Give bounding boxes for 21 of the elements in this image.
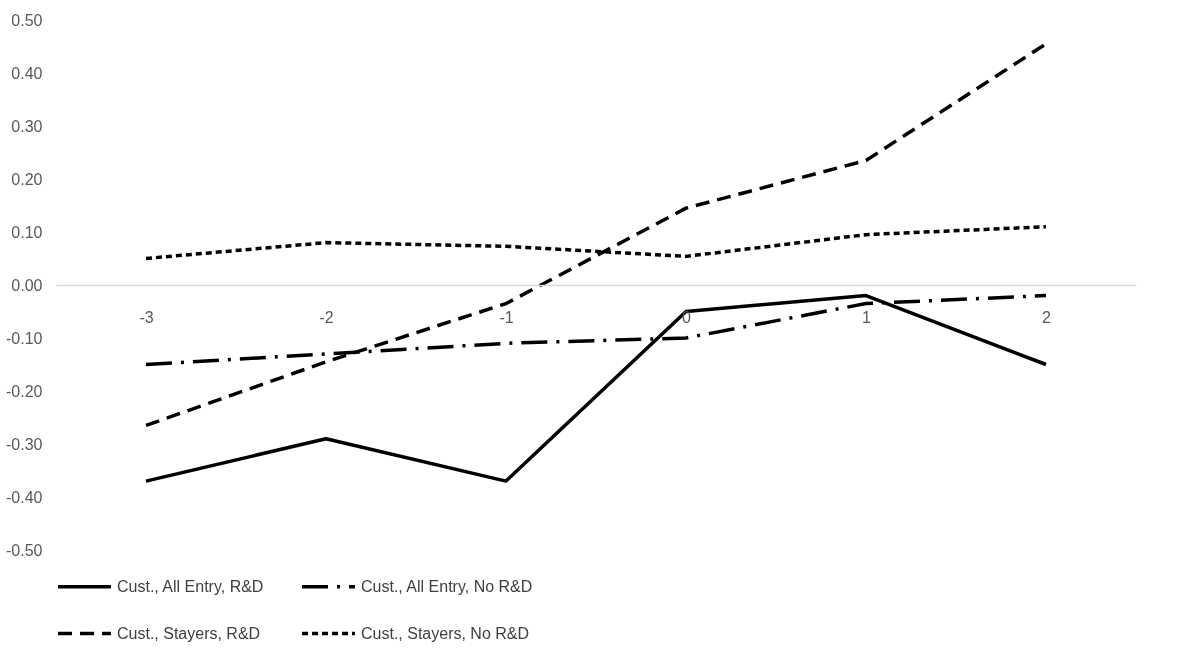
y-tick-label: 0.40	[11, 64, 43, 82]
y-tick-label: 0.50	[11, 11, 43, 29]
y-tick-label: 0.20	[11, 170, 43, 188]
x-tick-label: 2	[1042, 308, 1052, 326]
y-tick-label: -0.10	[6, 329, 43, 347]
x-tick-label: 0	[682, 308, 692, 326]
x-tick-label: -2	[319, 308, 334, 326]
y-tick-label: -0.40	[6, 488, 43, 506]
y-tick-label: -0.20	[6, 382, 43, 400]
x-tick-label: 1	[862, 308, 872, 326]
y-tick-label: 0.00	[11, 276, 43, 294]
legend-label: Cust., All Entry, No R&D	[361, 577, 533, 595]
x-tick-label: -1	[499, 308, 514, 326]
legend-label: Cust., All Entry, R&D	[117, 577, 264, 595]
y-tick-label: -0.50	[6, 541, 43, 559]
legend-label: Cust., Stayers, R&D	[117, 624, 261, 642]
x-tick-label: -3	[139, 308, 154, 326]
y-tick-label: -0.30	[6, 435, 43, 453]
y-tick-label: 0.10	[11, 223, 43, 241]
y-tick-label: 0.30	[11, 117, 43, 135]
legend-label: Cust., Stayers, No R&D	[361, 624, 530, 642]
